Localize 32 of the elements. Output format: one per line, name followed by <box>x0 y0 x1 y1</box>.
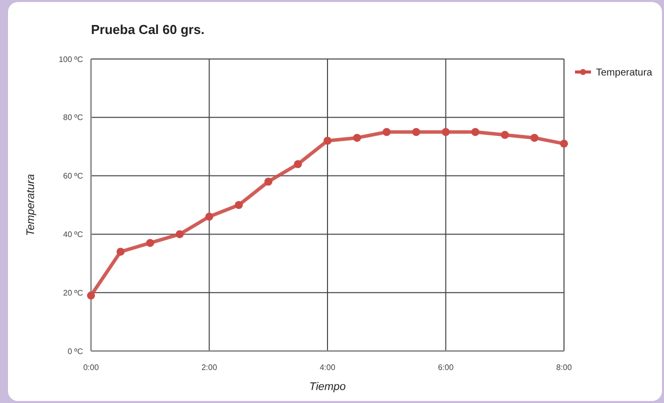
y-tick-label: 80 ºC <box>63 113 84 122</box>
x-tick-label: 0:00 <box>83 363 100 372</box>
point <box>324 136 332 145</box>
y-tick-label: 20 ºC <box>63 288 84 298</box>
point <box>176 230 184 238</box>
point <box>471 128 480 136</box>
point <box>294 160 302 168</box>
x-tick-label: 4:00 <box>320 363 336 372</box>
y-tick-label: 0 ºC <box>68 346 84 356</box>
y-tick-label: 100 ºC <box>58 54 84 64</box>
point <box>87 292 95 300</box>
point <box>116 248 125 256</box>
x-tick-label: 8:00 <box>556 363 572 372</box>
point <box>264 178 272 186</box>
point <box>442 128 450 136</box>
point <box>560 140 568 148</box>
point <box>412 128 420 136</box>
chart-title: Prueba Cal 60 grs. <box>91 22 204 37</box>
point <box>205 212 214 221</box>
legend-label: Temperatura <box>596 68 653 78</box>
point <box>382 128 391 136</box>
x-axis-title: Tiempo <box>309 381 346 393</box>
point <box>353 134 362 142</box>
x-tick-label: 6:00 <box>438 363 454 372</box>
y-tick-label: 40 ºC <box>63 230 84 239</box>
y-tick-label: 60 ºC <box>63 172 84 181</box>
point <box>500 130 509 139</box>
point <box>530 134 538 142</box>
y-axis-title: Temperatura <box>25 174 37 236</box>
point <box>146 238 154 247</box>
point <box>234 201 243 209</box>
x-tick-label: 2:00 <box>201 363 218 372</box>
